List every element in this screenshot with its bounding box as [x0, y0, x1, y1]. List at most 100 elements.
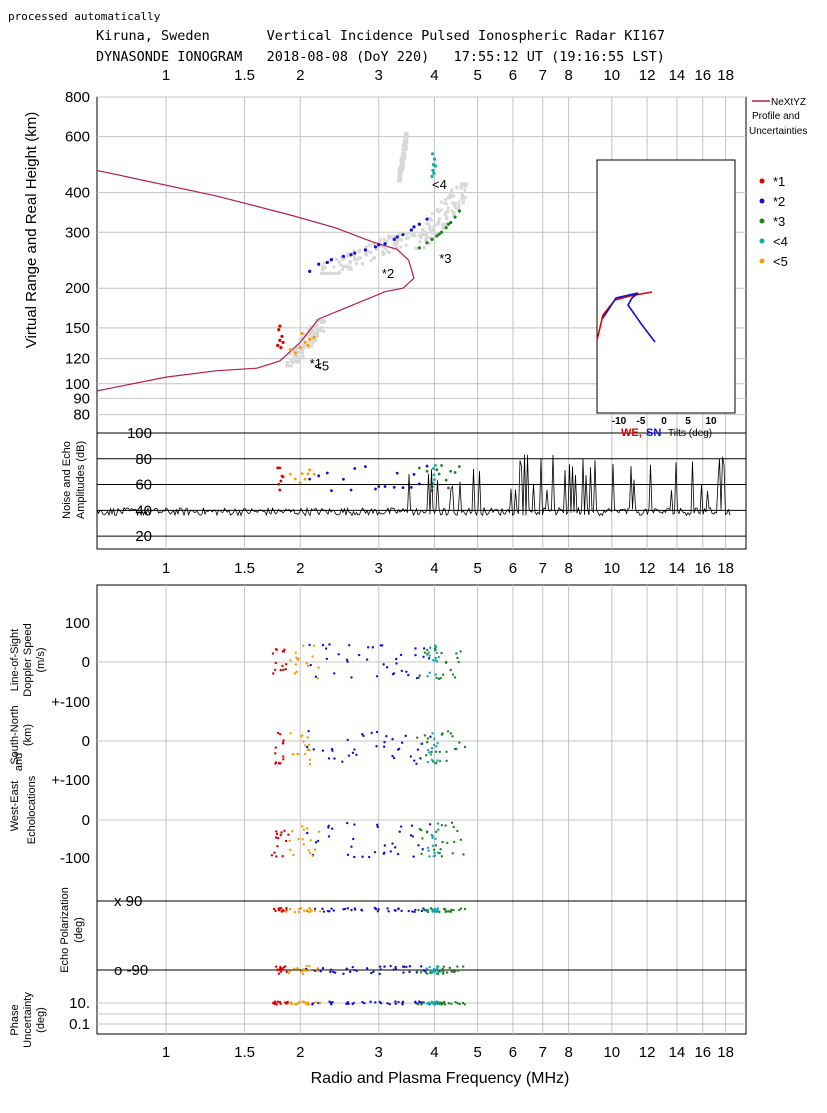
amplitude-point: [437, 472, 441, 476]
freq-tick-label: 18: [717, 560, 734, 577]
lower-point: [405, 965, 408, 969]
lower-point: [415, 969, 419, 973]
echo-texture: [347, 254, 351, 258]
lower-point: [360, 908, 363, 911]
amplitude-point: [300, 472, 304, 476]
echo-texture: [340, 257, 344, 261]
lower-point: [394, 1002, 397, 1006]
lower-point: [454, 1000, 457, 1004]
echo-point-5: [288, 348, 292, 352]
height-tick-label: 90: [73, 390, 90, 407]
lower-point: [274, 661, 278, 665]
lower-point: [396, 852, 400, 856]
echo-texture: [335, 258, 339, 262]
echo-texture: [369, 259, 373, 263]
amplitude-point: [433, 478, 436, 482]
lower-point: [394, 967, 398, 971]
lower-point: [314, 1001, 317, 1004]
lower-point: [276, 836, 280, 840]
echo-texture: [398, 175, 402, 179]
lower-point: [394, 909, 397, 912]
lower-point: [401, 965, 405, 968]
height-tick-label: 150: [65, 320, 90, 337]
echo-point-2: [325, 260, 329, 265]
pol-x-tick: x 90: [114, 893, 142, 910]
lower-point: [297, 910, 301, 914]
echo-point-2: [317, 262, 321, 266]
echo-point-1: [276, 343, 280, 348]
echo-texture: [457, 200, 461, 204]
amplitude-point: [279, 479, 283, 483]
echo-texture: [439, 200, 443, 204]
lower-point: [434, 656, 438, 660]
phase-label: Uncertainty: [22, 992, 34, 1048]
amplitude-label-2: Amplitudes (dB): [75, 441, 87, 519]
echo-texture: [348, 261, 352, 265]
lower-point: [445, 971, 449, 974]
lower-point: [312, 748, 315, 751]
lower-point: [276, 844, 279, 848]
lower-point: [438, 759, 442, 763]
lower-point: [303, 1001, 307, 1004]
lower-point: [353, 907, 357, 910]
lower-point: [407, 673, 410, 677]
lower-point: [391, 842, 394, 845]
amplitude-point: [281, 475, 285, 479]
echo-point-2: [395, 235, 399, 239]
echo-texture: [289, 364, 293, 368]
lower-point: [452, 825, 455, 829]
echo-texture: [352, 249, 356, 253]
lower-point: [430, 758, 434, 762]
echo-texture: [425, 234, 429, 238]
echo-texture: [429, 228, 433, 232]
lower-point: [438, 750, 441, 754]
echo-point-4: [432, 171, 436, 175]
lower-point: [271, 672, 275, 675]
legend-label: <5: [773, 254, 788, 269]
lower-point: [297, 907, 301, 911]
echo-texture: [374, 247, 378, 251]
amplitude-point: [440, 464, 443, 467]
lower-point: [284, 910, 288, 913]
echo-texture: [342, 256, 346, 260]
tilt-legend-sn: SN: [646, 427, 661, 439]
doppler-tick: 100: [65, 615, 90, 632]
annotation-label: *1: [310, 356, 322, 371]
amplitude-point: [277, 482, 281, 486]
freq-tick-label: 2: [296, 67, 304, 84]
echo-texture: [347, 267, 351, 271]
lower-point: [376, 825, 379, 829]
echo-texture: [312, 333, 316, 337]
echo-texture: [352, 255, 356, 259]
sn-tick: 0: [82, 733, 90, 750]
echo-texture: [461, 195, 465, 199]
echo-texture: [421, 228, 425, 232]
lower-point: [428, 646, 432, 649]
echo-texture: [424, 238, 428, 242]
lower-point: [419, 757, 422, 760]
lower-point: [307, 729, 310, 733]
lower-point: [288, 839, 291, 842]
lower-point: [379, 1001, 383, 1005]
amplitude-point: [288, 472, 292, 476]
sn-tilt-line: [602, 292, 656, 343]
echo-texture: [452, 211, 456, 215]
echo-texture: [300, 351, 304, 355]
echo-texture: [349, 266, 353, 270]
tilts-box: [596, 159, 736, 414]
lower-point: [281, 910, 284, 913]
echo-texture: [315, 331, 319, 335]
echo-texture: [387, 237, 391, 241]
lower-point: [327, 757, 331, 760]
lower-point: [301, 972, 305, 976]
km-label: (km): [22, 724, 34, 746]
lower-point: [428, 654, 431, 657]
lower-point: [440, 651, 443, 655]
lower-point: [426, 846, 430, 850]
amplitude-point: [453, 471, 457, 474]
lower-point: [458, 908, 461, 912]
lower-point: [306, 748, 310, 752]
lower-point: [305, 827, 309, 830]
echo-texture: [427, 222, 431, 226]
lower-point: [434, 837, 437, 841]
